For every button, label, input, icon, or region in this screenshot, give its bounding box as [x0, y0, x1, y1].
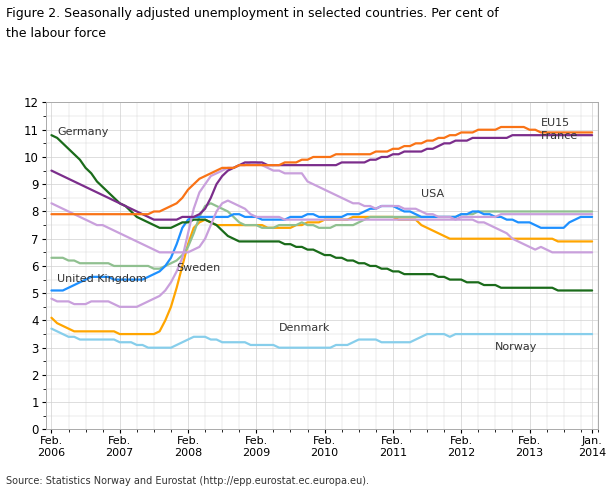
- Text: Denmark: Denmark: [279, 323, 331, 333]
- Text: EU15: EU15: [541, 119, 570, 128]
- Text: Germany: Germany: [57, 126, 109, 137]
- Text: Norway: Norway: [495, 342, 538, 352]
- Text: USA: USA: [422, 189, 445, 199]
- Text: United Kingdom: United Kingdom: [57, 274, 147, 284]
- Text: France: France: [541, 131, 578, 141]
- Text: the labour force: the labour force: [6, 27, 106, 40]
- Text: Sweden: Sweden: [177, 263, 221, 273]
- Text: Figure 2. Seasonally adjusted unemployment in selected countries. Per cent of: Figure 2. Seasonally adjusted unemployme…: [6, 7, 499, 20]
- Text: Source: Statistics Norway and Eurostat (http://epp.eurostat.ec.europa.eu).: Source: Statistics Norway and Eurostat (…: [6, 476, 369, 486]
